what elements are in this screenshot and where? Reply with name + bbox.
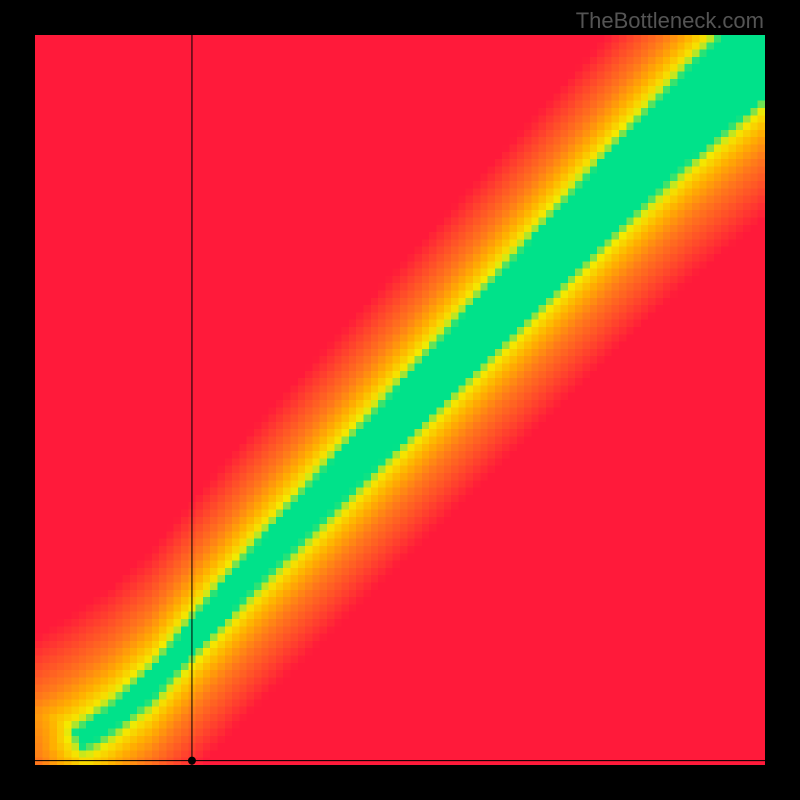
chart-container: TheBottleneck.com xyxy=(0,0,800,800)
watermark-text: TheBottleneck.com xyxy=(576,8,764,34)
bottleneck-heatmap xyxy=(35,35,765,765)
